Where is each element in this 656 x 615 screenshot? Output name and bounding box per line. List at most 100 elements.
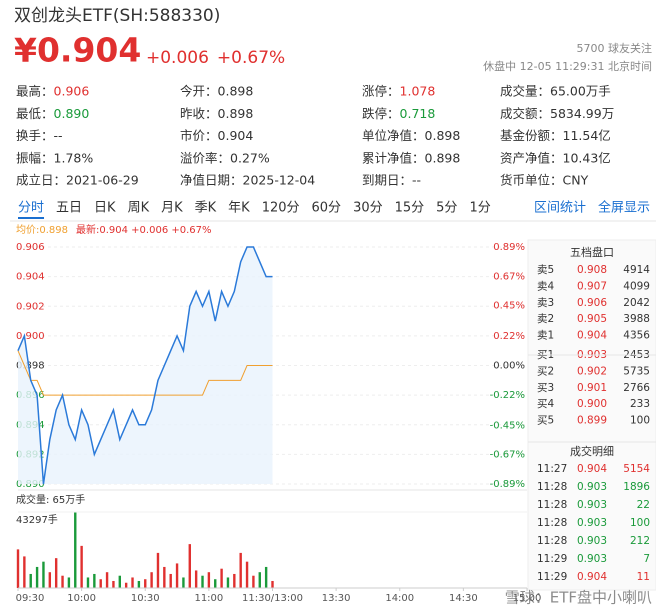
volume-bar <box>105 572 109 588</box>
book-volume: 4099 <box>623 280 650 292</box>
change-pct: +0.67% <box>217 48 285 68</box>
stat-label: 最低： <box>16 106 54 121</box>
volume-bar <box>131 577 134 588</box>
stat-label: 市价： <box>180 128 218 143</box>
book-side: 买3 <box>537 382 554 394</box>
book-side: 卖5 <box>537 264 554 276</box>
stat-value: 1.78% <box>54 150 94 165</box>
trade-volume: 5154 <box>623 463 650 475</box>
stat-label: 振幅： <box>16 150 54 165</box>
volume-bar <box>48 572 52 588</box>
stat-label: 净值日期： <box>180 173 243 188</box>
trade-volume: 100 <box>630 517 650 529</box>
stat-label: 累计净值： <box>362 150 425 165</box>
price-line <box>17 246 273 485</box>
volume-bar <box>226 577 230 588</box>
volume-bar <box>35 566 39 588</box>
volume-bar <box>245 561 249 588</box>
y2-tick-label: -0.22% <box>490 390 525 401</box>
stat-value: 2025-12-04 <box>243 173 316 188</box>
volume-bar <box>264 566 268 588</box>
volume-bar <box>61 575 64 588</box>
stat-value: 0.718 <box>400 106 436 121</box>
tab[interactable]: 日K <box>94 201 116 216</box>
status: 休盘中 12-05 11:29:31 北京时间 <box>483 59 652 73</box>
y2-tick-label: 0.00% <box>493 361 525 372</box>
volume-bar <box>93 573 96 588</box>
tab[interactable]: 五日 <box>56 201 82 216</box>
stat-value: 5834.99万 <box>550 106 614 121</box>
tab[interactable]: 季K <box>195 201 217 216</box>
volume-title: 成交量: 65万手 <box>16 493 85 506</box>
y2-tick-label: 0.45% <box>493 301 525 312</box>
volume-bar <box>175 563 179 588</box>
book-volume: 100 <box>630 415 650 427</box>
volume-bar <box>54 558 58 588</box>
y-tick-label: 0.898 <box>16 361 45 372</box>
stat-value: -- <box>412 173 421 188</box>
volume-bar <box>220 568 223 588</box>
volume-bar <box>137 580 141 588</box>
volume-bar <box>271 580 274 588</box>
stat-label: 成交量： <box>500 84 550 99</box>
trade-time: 11:28 <box>537 481 567 493</box>
tab[interactable]: 1分 <box>469 201 490 216</box>
followers: 5700 球友关注 <box>577 41 653 55</box>
book-side: 买4 <box>537 398 554 410</box>
side-panel <box>527 239 656 591</box>
book-volume: 3988 <box>623 313 650 325</box>
tab[interactable]: 月K <box>161 201 183 216</box>
book-volume: 2042 <box>623 297 650 309</box>
y2-tick-label: 0.22% <box>493 331 525 342</box>
volume-bar <box>67 577 71 588</box>
stat-value: 2021-06-29 <box>66 173 139 188</box>
trade-price: 0.903 <box>577 517 607 529</box>
tool[interactable]: 全屏显示 <box>598 200 650 216</box>
stat-value: 0.27% <box>230 150 270 165</box>
stat-value: 1.078 <box>400 84 436 99</box>
y-tick-label: 0.904 <box>16 272 45 283</box>
stat-value: CNY <box>563 173 589 188</box>
volume-bar <box>144 579 147 588</box>
book-side: 卖2 <box>537 313 554 325</box>
tab[interactable]: 30分 <box>353 201 383 216</box>
tab[interactable]: 120分 <box>262 201 300 216</box>
trade-volume: 22 <box>637 499 650 511</box>
book-price: 0.908 <box>577 264 607 276</box>
tab[interactable]: 周K <box>128 201 150 216</box>
stat-label: 涨停： <box>362 84 400 99</box>
y-tick-label: 0.902 <box>16 301 45 312</box>
book-price: 0.901 <box>577 382 607 394</box>
volume-bar <box>207 572 211 588</box>
volume-bar <box>239 552 242 588</box>
tab[interactable]: 年K <box>228 201 250 216</box>
tab[interactable]: 分时 <box>18 201 44 216</box>
trade-volume: 1896 <box>623 481 650 493</box>
watermark: 雪球：ETF盘中小喇叭 <box>505 589 652 607</box>
stat-label: 货币单位： <box>500 173 563 188</box>
tab[interactable]: 15分 <box>395 201 425 216</box>
trade-volume: 7 <box>643 553 650 565</box>
volume-bar <box>150 572 153 588</box>
y-tick-label: 0.906 <box>16 242 45 253</box>
volume-bar <box>23 556 26 588</box>
stat-value: 0.906 <box>54 84 90 99</box>
book-side: 卖4 <box>537 280 554 292</box>
tab[interactable]: 5分 <box>436 201 457 216</box>
stat-label: 资产净值： <box>500 150 563 165</box>
book-price: 0.905 <box>577 313 607 325</box>
x-tick-label: 10:30 <box>131 593 160 604</box>
tool[interactable]: 区间统计 <box>534 201 586 216</box>
book-side: 买5 <box>537 415 554 427</box>
y2-tick-label: 0.67% <box>493 271 525 282</box>
tab[interactable]: 60分 <box>312 201 342 216</box>
volume-bar <box>156 552 160 588</box>
stat-value: 0.898 <box>425 128 461 143</box>
y-tick-label: 0.890 <box>16 479 45 490</box>
stat-value: -- <box>54 128 63 143</box>
volume-bar <box>214 579 217 588</box>
stat-value: 0.898 <box>218 106 254 121</box>
trade-time: 11:28 <box>537 499 567 511</box>
stat-label: 单位净值： <box>362 128 425 143</box>
